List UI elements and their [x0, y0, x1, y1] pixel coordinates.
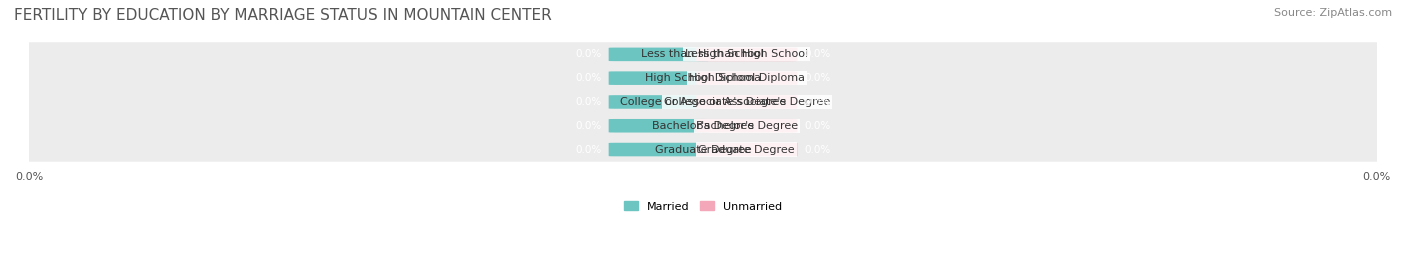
Text: College or Associate's Degree: College or Associate's Degree [620, 97, 786, 107]
Legend: Married, Unmarried: Married, Unmarried [624, 201, 782, 212]
FancyBboxPatch shape [609, 48, 710, 61]
Text: Graduate Degree: Graduate Degree [655, 144, 751, 155]
FancyBboxPatch shape [696, 71, 797, 85]
Text: 0.0%: 0.0% [575, 121, 602, 131]
Text: 0.0%: 0.0% [804, 144, 831, 155]
FancyBboxPatch shape [696, 119, 797, 133]
FancyBboxPatch shape [696, 48, 797, 61]
FancyBboxPatch shape [609, 119, 710, 133]
FancyBboxPatch shape [696, 143, 797, 156]
Text: Less than High School: Less than High School [685, 49, 808, 59]
Text: FERTILITY BY EDUCATION BY MARRIAGE STATUS IN MOUNTAIN CENTER: FERTILITY BY EDUCATION BY MARRIAGE STATU… [14, 8, 551, 23]
FancyBboxPatch shape [22, 90, 1384, 114]
FancyBboxPatch shape [609, 143, 710, 156]
Text: High School Diploma: High School Diploma [689, 73, 804, 83]
Text: 0.0%: 0.0% [804, 49, 831, 59]
FancyBboxPatch shape [609, 95, 710, 109]
Text: High School Diploma: High School Diploma [645, 73, 761, 83]
FancyBboxPatch shape [22, 42, 1384, 66]
Text: Bachelor's Degree: Bachelor's Degree [696, 121, 797, 131]
Text: Graduate Degree: Graduate Degree [699, 144, 796, 155]
Text: 0.0%: 0.0% [804, 73, 831, 83]
FancyBboxPatch shape [609, 71, 710, 85]
Text: Source: ZipAtlas.com: Source: ZipAtlas.com [1274, 8, 1392, 18]
Text: 0.0%: 0.0% [575, 49, 602, 59]
Text: 0.0%: 0.0% [575, 73, 602, 83]
FancyBboxPatch shape [696, 95, 797, 109]
FancyBboxPatch shape [22, 114, 1384, 138]
Text: 0.0%: 0.0% [804, 121, 831, 131]
Text: 0.0%: 0.0% [804, 97, 831, 107]
Text: 0.0%: 0.0% [575, 97, 602, 107]
Text: College or Associate's Degree: College or Associate's Degree [664, 97, 830, 107]
Text: Less than High School: Less than High School [641, 49, 765, 59]
FancyBboxPatch shape [22, 66, 1384, 90]
Text: 0.0%: 0.0% [575, 144, 602, 155]
FancyBboxPatch shape [22, 137, 1384, 162]
Text: Bachelor's Degree: Bachelor's Degree [652, 121, 754, 131]
